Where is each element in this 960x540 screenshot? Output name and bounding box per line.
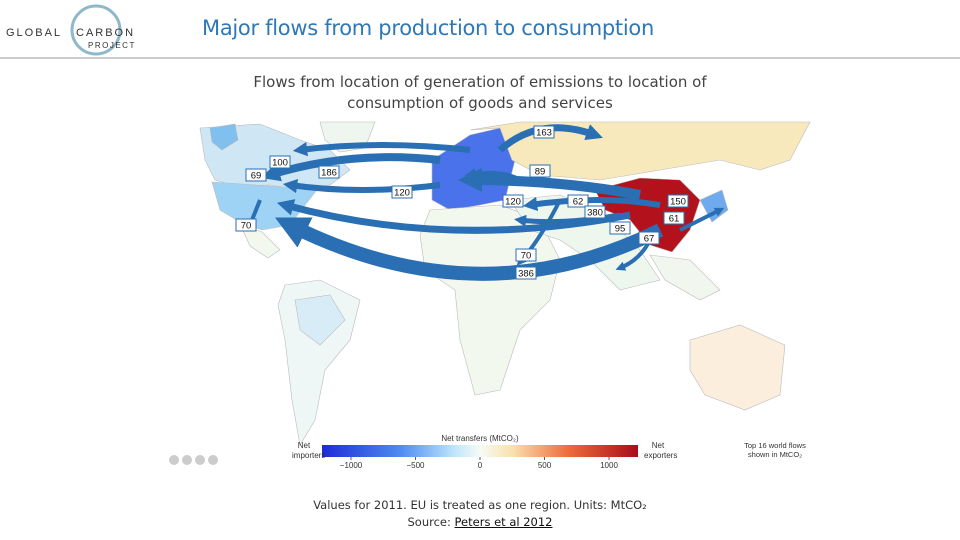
colorbar-tick-label: 500 [538, 461, 552, 470]
logo-text: CARBON [76, 27, 135, 39]
colorbar-tick-label: −1000 [340, 461, 363, 470]
flow-arrow [274, 217, 664, 281]
flow-label-box [638, 231, 660, 245]
flow-label: 386 [518, 269, 534, 280]
flow-label: 62 [573, 197, 584, 208]
flow-label: 100 [272, 158, 288, 169]
alaska [209, 123, 239, 151]
flow-label-box [269, 155, 291, 169]
brazil [294, 294, 346, 346]
flow-label: 95 [615, 224, 626, 235]
colorbar-tick-label: −500 [406, 461, 425, 470]
australia [689, 324, 786, 411]
flow-label: 150 [670, 197, 686, 208]
source-prefix: Source: [407, 515, 451, 529]
flow-label: 70 [241, 221, 252, 232]
flow-label: 163 [536, 128, 552, 139]
flow-arrow [522, 196, 661, 212]
colorbar-tick-label: 1000 [600, 461, 618, 470]
flow-label: 61 [669, 214, 680, 225]
colorbar-tick-label: 0 [478, 461, 483, 470]
legend-note: Top 16 world flows shown in MtCO₂ [744, 441, 806, 459]
flow-label-box [318, 165, 340, 179]
flow-label-box [609, 221, 631, 235]
flow-arrow [292, 141, 471, 157]
flow-label-box [245, 168, 267, 182]
flow-label: 69 [251, 171, 262, 182]
flow-arrow [276, 199, 631, 234]
legend-right: Net exporters [644, 441, 678, 460]
flow-label-box [515, 248, 537, 262]
cc-icons [169, 455, 218, 465]
flow-label-box [515, 266, 537, 280]
flow-label-box [529, 164, 551, 178]
flow-label: 70 [521, 251, 532, 262]
flow-arrow [260, 153, 441, 182]
flow-arrows [247, 124, 725, 281]
colorbar [322, 445, 638, 457]
russia [469, 121, 811, 181]
flow-label-box [663, 211, 685, 225]
flow-label-box [584, 205, 606, 219]
source-link[interactable]: Peters et al 2012 [454, 515, 553, 529]
footer: Values for 2011. EU is treated as one re… [230, 497, 730, 531]
flow-label-box [235, 218, 257, 232]
flow-label: 120 [505, 197, 521, 208]
flow-label-box [533, 125, 555, 139]
southeast-asia [649, 254, 721, 301]
flow-arrow [282, 178, 441, 194]
flow-labels: 163 100 186 69 89 120 62 150 380 61 95 67 120 70 70 386 [235, 125, 689, 280]
logo-text: GLOBAL [6, 27, 62, 39]
flow-label-box [567, 194, 589, 208]
source-line: Source: Peters et al 2012 [230, 514, 730, 531]
flow-label-box [502, 194, 524, 208]
flow-arrow [457, 168, 641, 200]
logo: GLOBAL CARBON PROJECT [6, 4, 136, 56]
flow-label: 380 [587, 208, 603, 219]
flow-arrow [679, 207, 725, 232]
subtitle: Flows from location of generation of emi… [253, 73, 707, 112]
flow-label: 89 [535, 167, 546, 178]
flow-label: 120 [394, 188, 410, 199]
legend-title: Net transfers (MtCO₂) [441, 434, 519, 443]
slide-title: Major flows from production to consumpti… [202, 16, 654, 40]
logo-text: PROJECT [88, 41, 136, 50]
flow-label-box [667, 194, 689, 208]
footer-text: Values for 2011. EU is treated as one re… [313, 498, 647, 512]
legend-left: Net importers [292, 441, 326, 460]
flow-label: 67 [644, 234, 655, 245]
logo-ring [70, 4, 122, 56]
mexico [239, 223, 281, 259]
flow-label-box [391, 185, 413, 199]
legend: Net transfers (MtCO₂) −1000 −500 0 500 1000 [322, 434, 638, 470]
flow-label: 186 [321, 168, 337, 179]
